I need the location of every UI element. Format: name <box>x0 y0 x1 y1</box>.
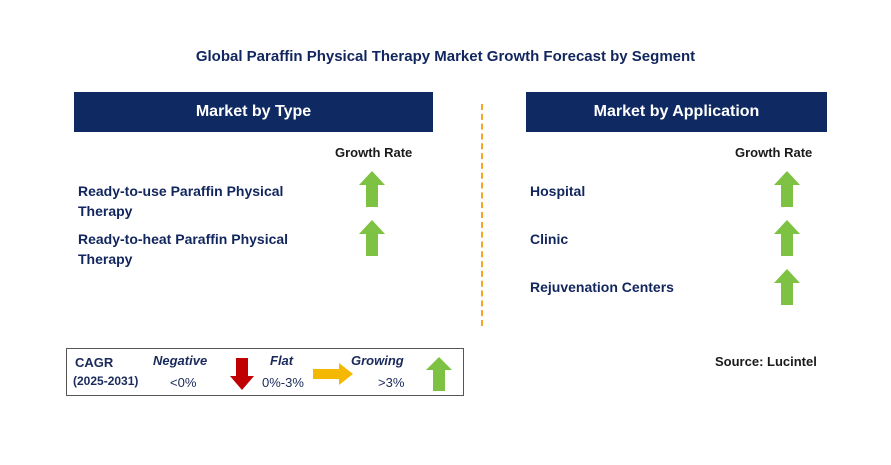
growing-arrow-icon <box>359 171 385 207</box>
growth-rate-label-type: Growth Rate <box>335 145 413 160</box>
segment-hospital-label: Hospital <box>530 183 586 199</box>
segment-clinic-label: Clinic <box>530 231 569 247</box>
chart-title: Global Paraffin Physical Therapy Market … <box>195 48 696 65</box>
segment-ready-to-use-label: Ready-to-use Paraffin Physical Therapy <box>78 183 284 219</box>
legend-negative-range: <0% <box>170 375 197 390</box>
legend-flat-range: 0%-3% <box>262 375 304 390</box>
growing-arrow-icon <box>426 357 452 391</box>
legend-flat-label: Flat <box>270 353 294 368</box>
legend-period: (2025-2031) <box>73 374 139 388</box>
growing-arrow-icon <box>774 269 800 305</box>
legend-growing-range: >3% <box>378 375 405 390</box>
segment-ready-to-heat-label: Ready-to-heat Paraffin Physical Therapy <box>78 231 289 267</box>
legend-negative-label: Negative <box>153 353 208 368</box>
negative-arrow-icon <box>230 358 254 390</box>
flat-arrow-icon <box>313 363 353 385</box>
growing-arrow-icon <box>774 171 800 207</box>
growing-arrow-icon <box>359 220 385 256</box>
source-label: Source: Lucintel <box>715 354 817 369</box>
growth-rate-label-application: Growth Rate <box>735 145 813 160</box>
segment-rejuvenation-centers-label: Rejuvenation Centers <box>530 279 674 295</box>
market-by-type-header: Market by Type <box>74 92 433 132</box>
market-by-application-header: Market by Application <box>526 92 827 132</box>
growing-arrow-icon <box>774 220 800 256</box>
legend-cagr-label: CAGR <box>75 355 114 370</box>
legend-growing-label: Growing <box>351 353 404 368</box>
cagr-legend: CAGR (2025-2031) Negative <0% Flat 0%-3%… <box>66 348 464 396</box>
panel-divider <box>481 104 483 326</box>
